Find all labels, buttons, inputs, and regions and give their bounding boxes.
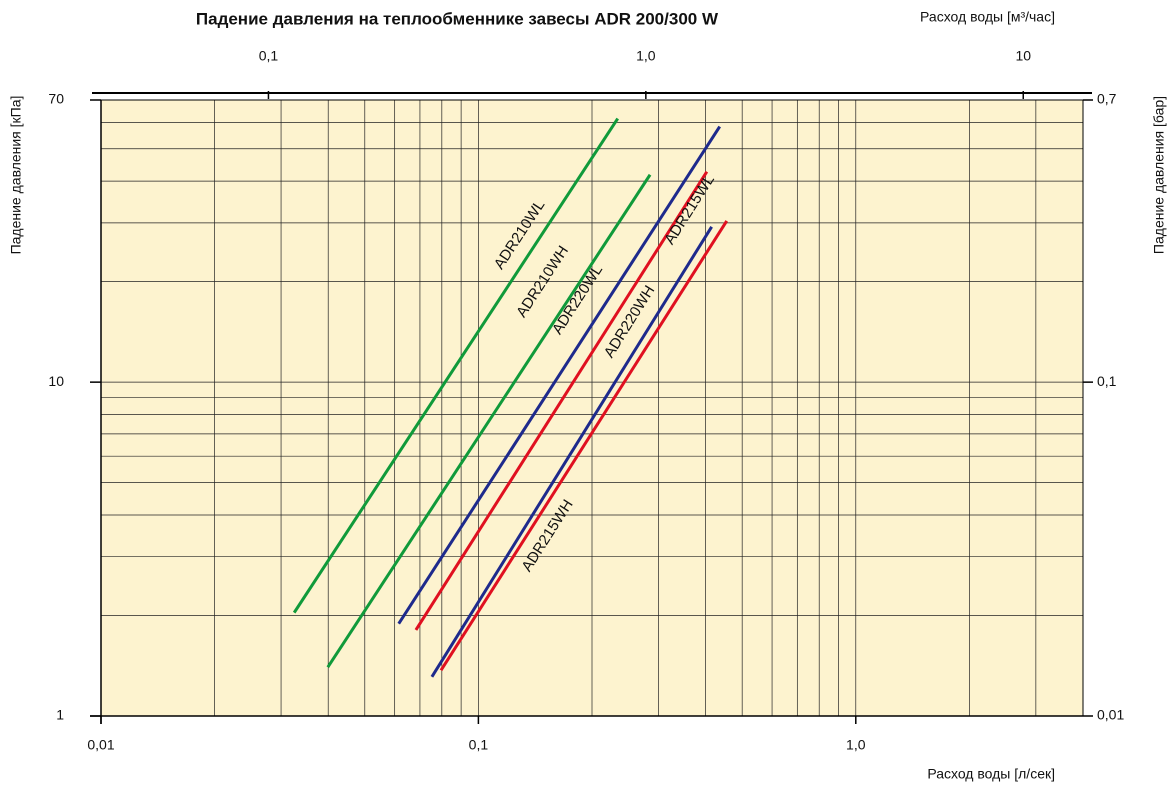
series-line [397, 125, 721, 625]
series-line [439, 220, 728, 672]
chart-title: Падение давления на теплообменнике завес… [196, 9, 719, 28]
x2-tick-label: 0,1 [259, 48, 279, 64]
x2-tick-label: 10 [1015, 48, 1031, 64]
series-line [414, 170, 709, 631]
x-tick-label: 0,1 [469, 737, 489, 753]
series-line [326, 173, 652, 669]
series-line [292, 117, 619, 614]
y-axis-label: Падение давления [кПа] [8, 96, 24, 255]
y2-tick-label: 0,1 [1097, 373, 1117, 389]
y-tick-label: 10 [48, 373, 64, 389]
x2-tick-label: 1,0 [636, 48, 656, 64]
x-axis-label: Расход воды [л/сек] [927, 766, 1055, 782]
x2-axis-label: Расход воды [м³/час] [920, 9, 1055, 25]
x-tick-label: 0,01 [87, 737, 114, 753]
series-line [430, 225, 713, 678]
x-tick-label: 1,0 [846, 737, 866, 753]
y-tick-label: 70 [48, 91, 64, 107]
y2-axis-label: Падение давления [бар] [1151, 96, 1167, 254]
y-tick-label: 1 [56, 707, 64, 723]
y2-tick-label: 0,7 [1097, 91, 1117, 107]
y2-tick-label: 0,01 [1097, 707, 1124, 723]
